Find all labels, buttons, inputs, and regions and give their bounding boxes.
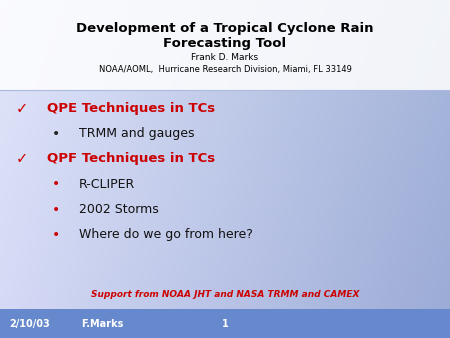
- Text: •: •: [52, 177, 60, 191]
- Text: R-CLIPER: R-CLIPER: [79, 178, 135, 191]
- Text: QPE Techniques in TCs: QPE Techniques in TCs: [47, 102, 216, 115]
- Text: •: •: [52, 228, 60, 242]
- Text: 2002 Storms: 2002 Storms: [79, 203, 158, 216]
- Text: TRMM and gauges: TRMM and gauges: [79, 127, 194, 140]
- Text: 2/10/03: 2/10/03: [9, 319, 50, 329]
- Text: •: •: [52, 202, 60, 217]
- FancyBboxPatch shape: [0, 0, 450, 90]
- FancyBboxPatch shape: [0, 309, 450, 338]
- Text: Forecasting Tool: Forecasting Tool: [163, 38, 287, 50]
- Text: Development of a Tropical Cyclone Rain: Development of a Tropical Cyclone Rain: [76, 22, 374, 35]
- Text: Frank D. Marks: Frank D. Marks: [191, 53, 259, 62]
- Text: QPF Techniques in TCs: QPF Techniques in TCs: [47, 152, 216, 165]
- Text: Support from NOAA JHT and NASA TRMM and CAMEX: Support from NOAA JHT and NASA TRMM and …: [91, 290, 359, 299]
- Text: 1: 1: [221, 319, 228, 329]
- Text: F.Marks: F.Marks: [81, 319, 123, 329]
- Text: •: •: [52, 126, 60, 141]
- Text: Where do we go from here?: Where do we go from here?: [79, 228, 252, 241]
- Text: NOAA/AOML,  Hurricane Research Division, Miami, FL 33149: NOAA/AOML, Hurricane Research Division, …: [99, 65, 351, 74]
- Text: ✓: ✓: [16, 101, 28, 116]
- Text: ✓: ✓: [16, 151, 28, 166]
